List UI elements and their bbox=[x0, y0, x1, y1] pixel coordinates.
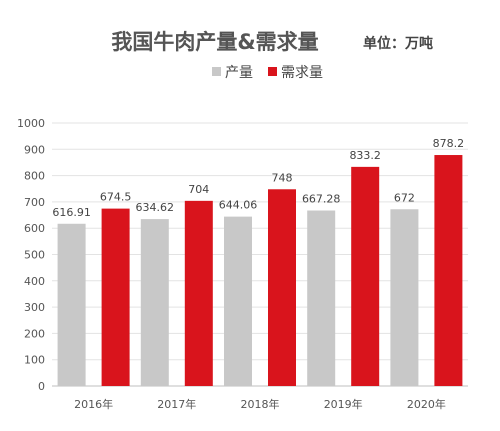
x-tick-label: 2019年 bbox=[324, 397, 363, 411]
data-label: 672 bbox=[394, 191, 415, 204]
y-tick-label: 500 bbox=[24, 249, 45, 262]
data-label: 634.62 bbox=[136, 201, 175, 214]
legend: 产量 需求量 bbox=[212, 65, 323, 81]
y-tick-label: 900 bbox=[24, 143, 45, 156]
data-label: 704 bbox=[188, 183, 209, 196]
y-tick-label: 1000 bbox=[17, 117, 45, 130]
x-axis: 2016年 2017年 2018年 2019年 2020年 bbox=[74, 397, 446, 411]
bar-demand bbox=[434, 155, 463, 386]
legend-label: 需求量 bbox=[281, 65, 323, 81]
y-tick-label: 300 bbox=[24, 301, 45, 314]
x-tick-label: 2018年 bbox=[241, 397, 280, 411]
data-label: 667.28 bbox=[302, 193, 341, 206]
y-tick-label: 600 bbox=[24, 222, 45, 235]
chart-title: 我国牛肉产量&需求量 bbox=[111, 30, 318, 54]
legend-swatch bbox=[212, 67, 221, 76]
data-labels: 616.91 674.5 634.62 704 644.06 748 667.28 833.2… bbox=[52, 137, 464, 219]
bar-production bbox=[57, 223, 86, 386]
y-tick-label: 700 bbox=[24, 196, 45, 209]
data-label: 833.2 bbox=[349, 149, 381, 162]
bar-production bbox=[140, 219, 169, 386]
y-tick-label: 100 bbox=[24, 354, 45, 367]
x-tick-label: 2020年 bbox=[407, 397, 446, 411]
y-tick-label: 800 bbox=[24, 170, 45, 183]
bar-demand bbox=[184, 200, 213, 386]
data-label: 616.91 bbox=[52, 206, 91, 219]
legend-label: 产量 bbox=[225, 65, 253, 81]
bar-demand bbox=[351, 166, 380, 386]
y-tick-label: 0 bbox=[38, 380, 45, 393]
legend-swatch bbox=[268, 67, 277, 76]
bar-demand bbox=[101, 208, 130, 386]
chart-unit: 单位：万吨 bbox=[363, 35, 433, 52]
bar-production bbox=[390, 209, 419, 386]
bar-production bbox=[307, 210, 336, 386]
bar-production bbox=[224, 216, 252, 386]
y-tick-label: 200 bbox=[24, 327, 45, 340]
data-label: 878.2 bbox=[433, 137, 465, 150]
x-tick-label: 2017年 bbox=[157, 397, 196, 411]
data-label: 644.06 bbox=[219, 199, 258, 212]
bars bbox=[57, 155, 463, 386]
y-tick-label: 400 bbox=[24, 275, 45, 288]
y-axis: 0 100 200 300 400 500 600 700 800 900 1000 bbox=[17, 117, 45, 393]
data-label: 748 bbox=[272, 171, 293, 184]
data-label: 674.5 bbox=[100, 191, 132, 204]
bar-demand bbox=[268, 189, 296, 386]
x-tick-label: 2016年 bbox=[74, 397, 113, 411]
